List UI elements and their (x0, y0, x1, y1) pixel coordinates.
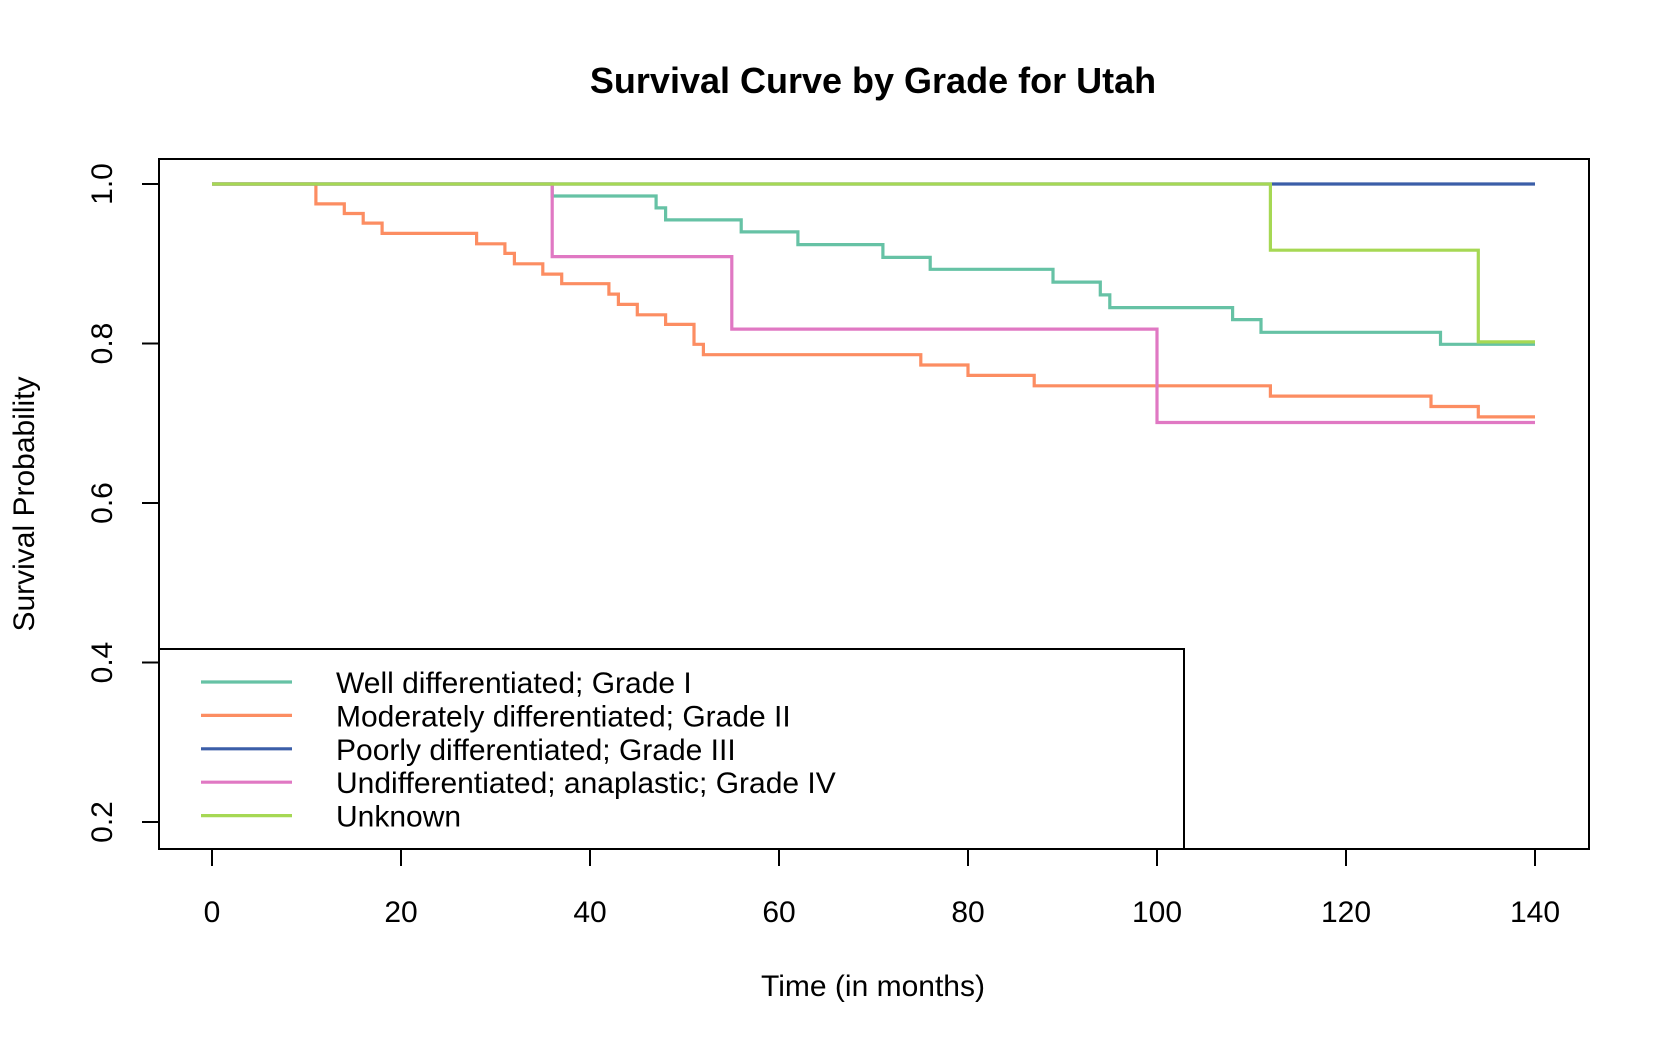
y-tick-label: 0.8 (86, 323, 119, 365)
legend-label: Unknown (336, 801, 461, 834)
y-axis-label: Survival Probability (8, 376, 41, 631)
x-tick-label: 20 (384, 896, 417, 929)
y-tick-label: 0.4 (86, 642, 119, 684)
legend-label: Well differentiated; Grade I (336, 667, 692, 700)
legend-label: Undifferentiated; anaplastic; Grade IV (336, 767, 836, 800)
y-axis: 0.2 0.4 0.6 0.8 1.0 (86, 163, 160, 843)
x-tick-label: 60 (762, 896, 795, 929)
x-tick-label: 140 (1510, 896, 1560, 929)
y-tick-label: 0.2 (86, 801, 119, 843)
x-axis-label: Time (in months) (761, 970, 985, 1003)
series-line-2 (212, 182, 1535, 419)
legend-label: Poorly differentiated; Grade III (336, 734, 736, 767)
series-line-5 (212, 182, 1535, 344)
x-tick-label: 0 (204, 896, 221, 929)
series-line-1 (212, 182, 1535, 346)
y-tick-label: 0.6 (86, 482, 119, 524)
series-lines (212, 182, 1535, 425)
legend-box (158, 648, 1185, 850)
chart-title: Survival Curve by Grade for Utah (590, 60, 1156, 101)
x-tick-label: 80 (951, 896, 984, 929)
x-tick-label: 100 (1132, 896, 1182, 929)
x-axis: 0 20 40 60 80 100 120 140 (204, 848, 1560, 929)
x-tick-label: 120 (1321, 896, 1371, 929)
series-line-4 (212, 182, 1535, 425)
legend-label: Moderately differentiated; Grade II (336, 700, 791, 733)
y-tick-label: 1.0 (86, 163, 119, 205)
x-tick-label: 40 (573, 896, 606, 929)
